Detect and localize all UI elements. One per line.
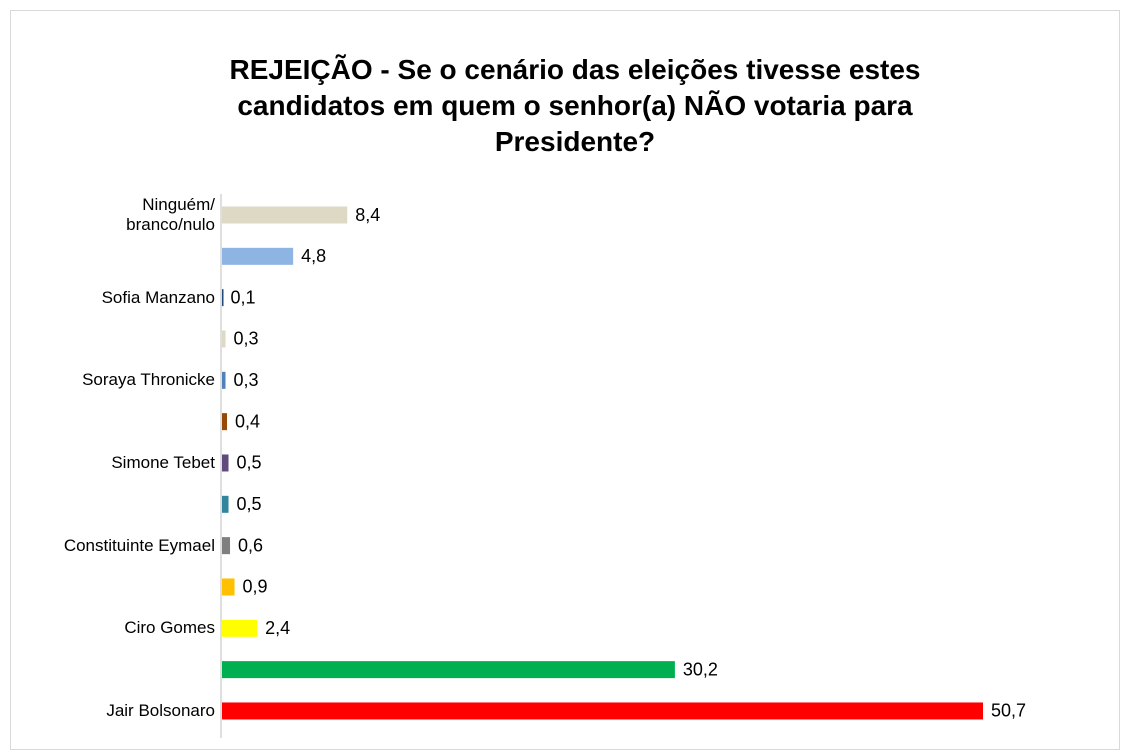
bar: [222, 537, 231, 555]
data-label: 0,3: [234, 329, 259, 349]
bar: [222, 206, 348, 224]
chart-title: REJEIÇÃO - Se o cenário das eleições tiv…: [229, 54, 921, 157]
data-label: 0,9: [243, 577, 268, 597]
y-tick-label: Simone Tebet: [111, 452, 215, 472]
data-label: 2,4: [265, 618, 290, 638]
data-label: 0,5: [237, 494, 262, 514]
bar: [222, 371, 226, 389]
y-tick-label: Jair Bolsonaro: [106, 700, 215, 720]
bar: [222, 661, 675, 679]
data-label: 0,5: [237, 453, 262, 473]
bar: [222, 289, 224, 307]
y-tick-label: Sofia Manzano: [101, 287, 215, 307]
data-label: 30,2: [683, 659, 718, 679]
bar: [222, 454, 229, 472]
bar: [222, 619, 258, 637]
bar: [222, 495, 229, 513]
bar: [222, 578, 235, 596]
bar: [222, 247, 294, 265]
data-label: 0,4: [235, 411, 260, 431]
bar: [222, 702, 983, 720]
data-label: 0,1: [231, 287, 256, 307]
data-label: 8,4: [355, 205, 380, 225]
bar: [222, 330, 226, 348]
data-label: 50,7: [991, 701, 1026, 721]
y-tick-label: Ninguém/ branco/nulo: [126, 195, 215, 234]
y-tick-label: Soraya Thronicke: [82, 370, 215, 390]
y-tick-label: Ciro Gomes: [124, 618, 215, 638]
data-label: 4,8: [301, 246, 326, 266]
bar: [222, 413, 228, 431]
data-label: 0,3: [234, 370, 259, 390]
y-tick-label: Constituinte Eymael: [63, 535, 215, 555]
data-label: 0,6: [238, 535, 263, 555]
